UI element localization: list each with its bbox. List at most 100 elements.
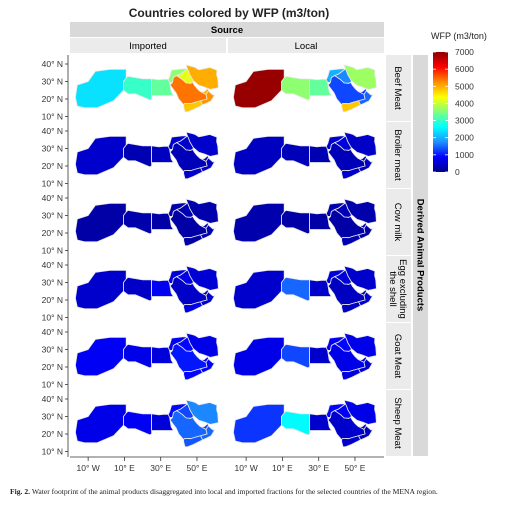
derived-strip-label: Derived Animal Products [415,199,426,312]
column-strip-label: Local [295,41,318,52]
country-libya [123,209,153,235]
map-panel [228,256,384,322]
row-strip [386,256,411,322]
y-tick-label: 20° N [42,295,63,305]
y-tick-label: 30° N [42,345,63,355]
country-oman [358,89,374,106]
country-gulf [199,87,209,95]
country-gulf [199,422,209,430]
map-panel [70,189,226,255]
country-egypt [309,78,333,96]
country-egypt [151,413,175,431]
country-egypt [151,145,175,163]
source-strip [70,22,384,37]
country-iran [343,64,377,90]
map-panel [70,55,226,121]
country-iran [343,198,377,224]
x-tick-label: 10° E [272,463,293,473]
country-gulf [357,154,367,162]
country-egypt [309,346,333,364]
row-strip-label: Cow milk [392,203,403,242]
country-egypt [151,78,175,96]
row-strip [386,122,411,188]
country-oman [358,357,374,374]
country-oman [200,290,216,307]
country-libya [123,142,153,168]
x-tick-label: 50° E [187,463,208,473]
row-strip-label: Broiler meat [392,129,403,181]
y-tick-label: 20° N [42,94,63,104]
row-strip [386,55,411,121]
country-gulf [357,221,367,229]
map-panel [228,390,384,456]
country-iran [343,265,377,291]
column-strip [70,38,226,53]
y-tick-label: 20° N [42,429,63,439]
faceted-map-figure: Source Imported Local Beef Meat Broiler meat… [42,22,474,473]
map-panel [70,390,226,456]
y-tick-label: 40° N [42,394,63,404]
y-tick-label: 10° N [42,112,63,122]
map-panel [228,122,384,188]
y-tick-label: 20° N [42,362,63,372]
y-tick-label: 40° N [42,59,63,69]
y-tick-label: 30° N [42,412,63,422]
colorbar-tick-label: 0 [455,167,460,177]
chart-title: Countries colored by WFP (m3/ton) [128,6,330,20]
country-iran [185,399,219,425]
country-iran [185,64,219,90]
y-tick-label: 40° N [42,126,63,136]
row-strip [386,323,411,389]
country-libya [123,343,153,369]
country-libya [281,343,311,369]
row-strip-label: Goat Meat [392,334,403,379]
country-libya [123,410,153,436]
column-strip [228,38,384,53]
colorbar [433,52,448,172]
country-libya [123,276,153,302]
y-tick-label: 20° N [42,228,63,238]
y-tick-label: 30° N [42,278,63,288]
map-panels [70,55,384,456]
country-oman [200,156,216,173]
country-gulf [199,154,209,162]
map-panel [70,323,226,389]
country-iran [343,399,377,425]
country-gulf [357,288,367,296]
y-tick-label: 10° N [42,447,63,457]
facet-strips: Source Imported Local Beef Meat Broiler meat… [70,22,428,456]
x-tick-label: 50° E [345,463,366,473]
y-tick-label: 10° N [42,313,63,323]
country-oman [358,424,374,441]
y-tick-label: 10° N [42,179,63,189]
y-tick-label: 10° N [42,380,63,390]
country-iran [185,332,219,358]
country-oman [200,424,216,441]
y-tick-label: 20° N [42,161,63,171]
country-libya [281,276,311,302]
colorbar-tick-label: 6000 [455,64,474,74]
x-tick-label: 30° E [150,463,171,473]
country-oman [358,223,374,240]
country-iran [185,198,219,224]
country-gulf [199,221,209,229]
country-egypt [151,212,175,230]
figure-caption: Fig. 2. Water footprint of the animal pr… [10,487,505,497]
country-libya [123,75,153,101]
legend-title: WFP (m3/ton) [431,31,487,41]
country-egypt [309,413,333,431]
x-tick-label: 30° E [308,463,329,473]
country-oman [200,357,216,374]
x-tick-label: 10° E [114,463,135,473]
source-strip-label: Source [211,25,243,36]
y-tick-label: 30° N [42,144,63,154]
country-gulf [357,422,367,430]
row-strip [386,390,411,456]
country-iran [185,265,219,291]
colorbar-tick-label: 7000 [455,47,474,57]
country-libya [281,142,311,168]
country-egypt [309,279,333,297]
country-libya [281,75,311,101]
y-tick-label: 10° N [42,246,63,256]
country-egypt [309,145,333,163]
